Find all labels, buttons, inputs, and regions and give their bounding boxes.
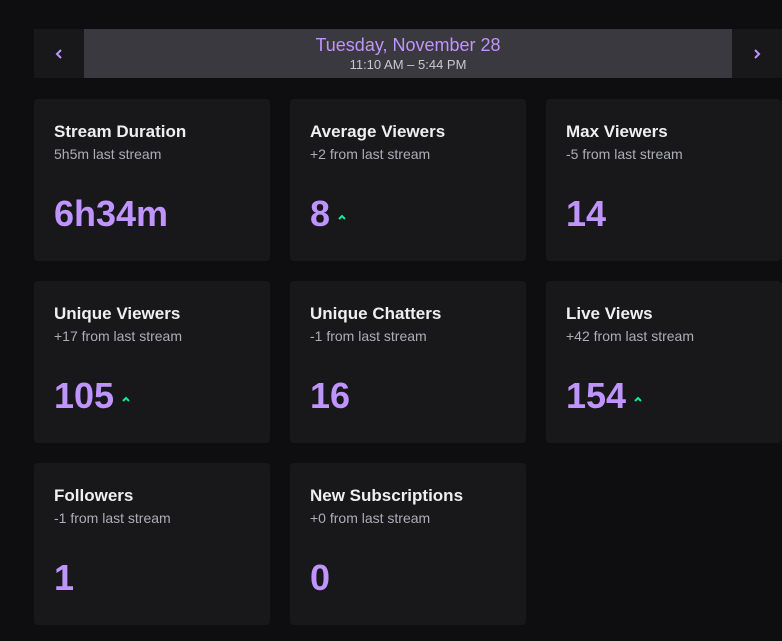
stat-title: Live Views xyxy=(566,304,653,323)
stat-value: 14 xyxy=(566,193,607,234)
stat-card-average-viewers: Average Viewers +2 from last stream 8 xyxy=(290,99,526,261)
stat-card-max-viewers: Max Viewers -5 from last stream 14 xyxy=(546,99,782,261)
stat-comparison: +0 from last stream xyxy=(310,510,431,526)
stat-card-unique-chatters: Unique Chatters -1 from last stream 16 xyxy=(290,281,526,443)
next-day-button[interactable] xyxy=(732,29,782,78)
stream-time-range: 11:10 AM – 5:44 PM xyxy=(349,57,467,72)
stat-card-unique-viewers: Unique Viewers +17 from last stream 105 xyxy=(34,281,270,443)
stat-value: 8 xyxy=(310,193,331,234)
trend-up-icon xyxy=(338,214,346,220)
stat-card-stream-duration: Stream Duration 5h5m last stream 6h34m xyxy=(34,99,270,261)
previous-day-button[interactable] xyxy=(34,29,84,78)
date-display: Tuesday, November 28 11:10 AM – 5:44 PM xyxy=(84,29,732,78)
stat-title: Followers xyxy=(54,486,134,505)
stat-card-new-subscriptions: New Subscriptions +0 from last stream 0 xyxy=(290,463,526,625)
stat-value: 105 xyxy=(54,375,115,416)
stat-card-live-views: Live Views +42 from last stream 154 xyxy=(546,281,782,443)
stat-title: New Subscriptions xyxy=(310,486,464,505)
stat-comparison: -1 from last stream xyxy=(310,328,427,344)
stat-title: Stream Duration xyxy=(54,122,187,141)
stream-date: Tuesday, November 28 xyxy=(315,35,501,55)
chevron-right-icon xyxy=(754,48,761,59)
stat-comparison: -5 from last stream xyxy=(566,146,683,162)
trend-up-icon xyxy=(122,396,130,402)
stat-comparison: +17 from last stream xyxy=(54,328,182,344)
stat-comparison: +2 from last stream xyxy=(310,146,431,162)
stat-comparison: 5h5m last stream xyxy=(54,146,162,162)
stat-title: Unique Chatters xyxy=(310,304,442,323)
stat-card-followers: Followers -1 from last stream 1 xyxy=(34,463,270,625)
stat-value: 1 xyxy=(54,557,75,598)
stat-value: 0 xyxy=(310,557,331,598)
stat-value: 16 xyxy=(310,375,351,416)
stat-comparison: -1 from last stream xyxy=(54,510,171,526)
stat-title: Max Viewers xyxy=(566,122,668,141)
stat-comparison: +42 from last stream xyxy=(566,328,694,344)
chevron-left-icon xyxy=(55,48,62,59)
date-navigation-bar: Tuesday, November 28 11:10 AM – 5:44 PM xyxy=(34,29,782,78)
stat-title: Average Viewers xyxy=(310,122,446,141)
stat-value: 6h34m xyxy=(54,193,169,234)
stat-title: Unique Viewers xyxy=(54,304,181,323)
trend-up-icon xyxy=(634,396,642,402)
stat-value: 154 xyxy=(566,375,627,416)
